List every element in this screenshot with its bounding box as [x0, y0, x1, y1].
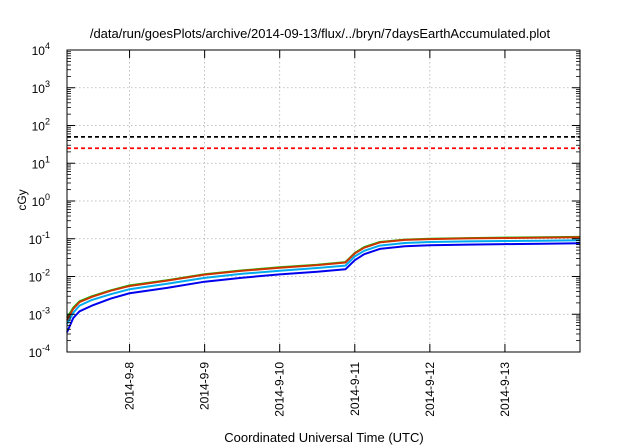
- y-tick-exponent: -2: [42, 268, 50, 278]
- series-line: [66, 239, 581, 325]
- x-tick-label: 2014-9-10: [273, 362, 287, 417]
- y-tick-label: 10-1: [29, 230, 50, 247]
- y-tick-exponent: 1: [45, 154, 50, 164]
- y-tick-label: 100: [32, 192, 50, 209]
- y-tick-exponent: 2: [45, 117, 50, 127]
- y-tick-exponent: 0: [45, 192, 50, 202]
- y-tick-label: 10-3: [29, 305, 50, 322]
- series-line: [66, 242, 581, 333]
- y-tick-label: 103: [32, 79, 50, 96]
- y-tick-label: 101: [32, 154, 50, 171]
- x-axis-label: Coordinated Universal Time (UTC): [224, 430, 423, 445]
- y-axis-label: cGy: [15, 189, 29, 210]
- series-line: [66, 235, 581, 319]
- axis-ticks: [67, 49, 580, 353]
- y-tick-label: 10-4: [29, 343, 50, 360]
- y-tick-exponent: 3: [45, 79, 50, 89]
- y-tick-exponent: 4: [45, 41, 50, 51]
- y-tick-exponent: -3: [42, 305, 50, 315]
- y-tick-label: 102: [32, 117, 50, 134]
- x-tick-label: 2014-9-8: [123, 362, 137, 410]
- threshold-lines: [67, 135, 580, 150]
- grid-lines: [67, 50, 580, 352]
- series-line: [66, 236, 581, 321]
- y-tick-label: 10-2: [29, 268, 50, 285]
- x-tick-labels: 2014-9-8 2014-9-9 2014-9-10 2014-9-11 2014-9…: [123, 362, 512, 417]
- y-tick-exponent: -1: [42, 230, 50, 240]
- data-series: [66, 235, 581, 333]
- y-tick-exponent: -4: [42, 343, 50, 353]
- y-tick-label: 104: [32, 41, 50, 58]
- x-tick-label: 2014-9-9: [198, 362, 212, 410]
- chart-title: /data/run/goesPlots/archive/2014-09-13/f…: [90, 26, 551, 41]
- x-tick-label: 2014-9-13: [498, 362, 512, 417]
- x-tick-label: 2014-9-11: [348, 362, 362, 416]
- x-tick-label: 2014-9-12: [423, 362, 437, 417]
